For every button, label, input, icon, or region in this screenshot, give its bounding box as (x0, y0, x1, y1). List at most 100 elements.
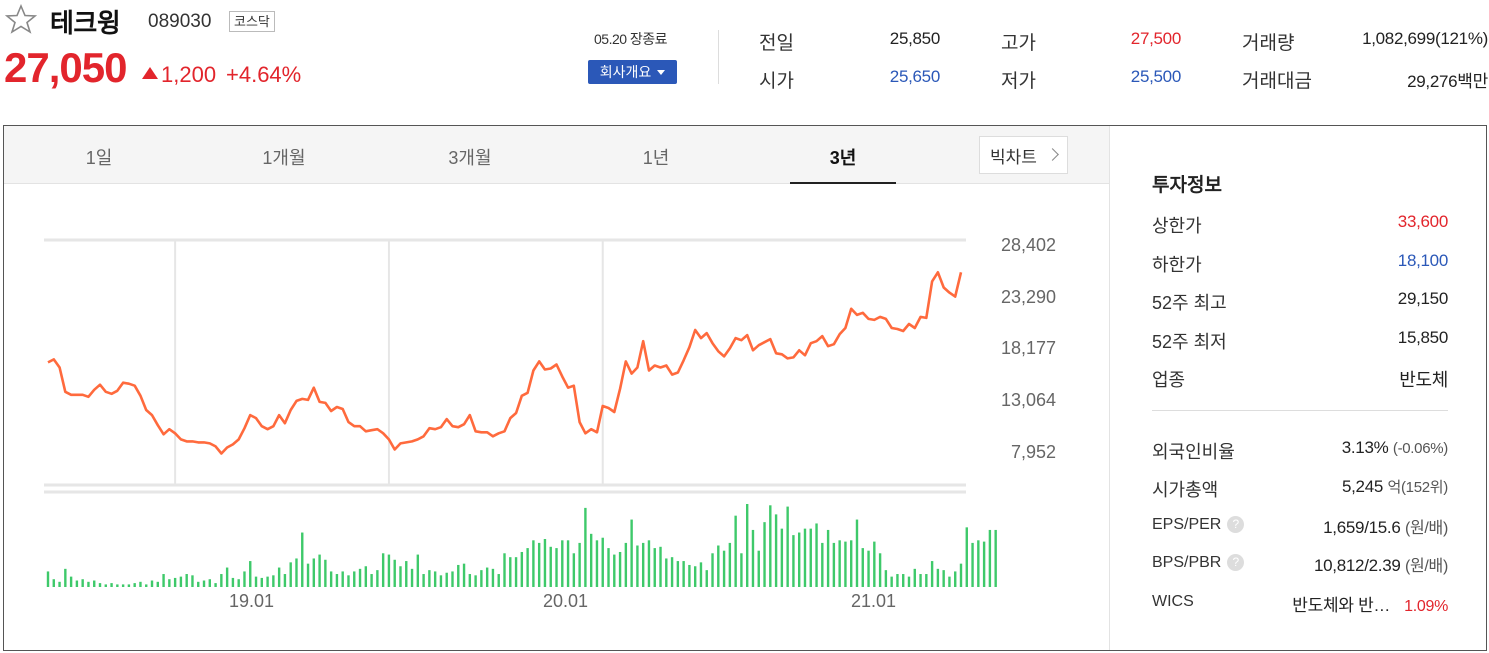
market-cap-unit: 억(152위) (1387, 479, 1448, 496)
current-price: 27,050 (4, 44, 127, 91)
volume-bar (751, 529, 755, 587)
volume-bar (110, 583, 113, 587)
volume-bar (485, 567, 489, 587)
volume-bar (728, 542, 732, 587)
volume-bar (133, 583, 136, 587)
volume-bar (774, 514, 778, 587)
foreign-ratio-change: (-0.06%) (1392, 440, 1448, 457)
wics-value[interactable]: 반도체와 반… (1292, 596, 1391, 615)
volume-bar (197, 581, 200, 587)
volume-bar (376, 570, 379, 587)
volume-bar (277, 567, 281, 587)
volume-bar (81, 579, 84, 587)
low-label: 저가 (1001, 71, 1036, 92)
volume-bar (850, 540, 853, 587)
company-overview-label: 회사개요 (599, 64, 652, 80)
price-chart-svg (44, 238, 997, 587)
lower-limit-label: 하한가 (1152, 255, 1202, 275)
volume-bar (480, 570, 483, 587)
sector-value[interactable]: 반도체 (1399, 370, 1448, 390)
volume-bar (445, 572, 448, 587)
tab-1year[interactable]: 1년 (642, 148, 670, 168)
volume-bar (422, 574, 425, 587)
volume-bar (803, 528, 807, 587)
volume-bar (462, 563, 466, 587)
market-cap-label: 시가총액 (1152, 480, 1219, 500)
sector-label: 업종 (1152, 370, 1186, 390)
volume-bar (618, 551, 622, 587)
sector-row: 업종 반도체 (1152, 366, 1448, 396)
volume-bar (890, 576, 893, 587)
volume-bar (613, 554, 616, 587)
open-value: 25,650 (889, 67, 941, 86)
eps-per-row: EPS/PER? 1,659/15.6 (원/배) (1152, 514, 1448, 544)
wics-pct: 1.09% (1404, 598, 1448, 615)
volume-bar (428, 570, 431, 587)
eps-per-value: 1,659/15.6 (1323, 518, 1401, 537)
volume-bar (994, 529, 997, 587)
company-overview-button[interactable]: 회사개요 (588, 60, 677, 84)
panel-divider (1109, 126, 1110, 650)
investment-info-title: 투자정보 (1152, 175, 1222, 196)
volume-bar (578, 542, 581, 587)
volume-bar (497, 574, 500, 587)
volume-bar (537, 542, 541, 587)
volume-bar (826, 529, 830, 587)
volume-bar (358, 568, 362, 587)
volume-bar (283, 574, 287, 587)
big-chart-button[interactable]: 빅차트 (979, 136, 1068, 174)
volume-bar (116, 584, 119, 587)
favorite-star-icon[interactable] (4, 4, 38, 34)
volume-bar (104, 584, 107, 587)
volume-bar (688, 564, 691, 587)
volume-bar (641, 542, 645, 587)
volume-bar (844, 541, 847, 587)
bps-pbr-unit: (원/배) (1404, 558, 1448, 575)
period-tabs: 1일 1개월 3개월 1년 3년 빅차트 (4, 126, 1109, 184)
low-value: 25,500 (1130, 67, 1182, 86)
trade-amount-value: 29,276백만 (1407, 72, 1488, 91)
volume-bar (46, 571, 50, 587)
market-cap-row: 시가총액 5,245 억(152위) (1152, 476, 1448, 506)
volume-bar (636, 545, 639, 587)
volume-bar (959, 563, 963, 587)
tab-1day[interactable]: 1일 (85, 148, 113, 168)
volume-bar (722, 550, 726, 587)
volume-bar (191, 575, 194, 587)
volume-bar (208, 579, 211, 587)
bps-pbr-label: BPS/PBR (1152, 554, 1222, 571)
y-tick: 13,064 (1000, 390, 1056, 410)
eps-per-label: EPS/PER (1152, 516, 1222, 533)
volume-bar (653, 548, 656, 587)
volume-bar (347, 575, 350, 587)
help-question-icon[interactable]: ? (1227, 516, 1245, 533)
volume-bar (913, 568, 916, 587)
volume-bar (867, 550, 870, 587)
volume-bar (526, 548, 529, 587)
volume-bar (936, 568, 940, 587)
volume-bar (665, 558, 668, 587)
volume-bar (902, 574, 905, 587)
volume-bar (301, 532, 304, 587)
volume-bar (878, 553, 882, 587)
volume-bar (682, 561, 685, 587)
volume-label: 거래량 (1242, 33, 1295, 54)
upper-limit-label: 상한가 (1152, 216, 1202, 236)
volume-bar (763, 522, 766, 587)
volume-bar (873, 541, 876, 587)
volume-bar (543, 539, 547, 587)
volume-bar (792, 535, 795, 587)
volume-bar (659, 546, 662, 587)
chevron-right-icon (1046, 148, 1059, 161)
volume-bar (566, 540, 570, 587)
volume-bar (139, 581, 142, 587)
active-tab-underline (790, 182, 896, 184)
tab-3month[interactable]: 3개월 (448, 148, 492, 168)
tab-3year[interactable]: 3년 (829, 148, 857, 168)
volume-bar (607, 548, 610, 587)
lower-limit-value: 18,100 (1397, 251, 1449, 270)
help-question-icon[interactable]: ? (1227, 554, 1245, 571)
volume-bar (798, 532, 801, 587)
tab-1month[interactable]: 1개월 (262, 148, 306, 168)
big-chart-label: 빅차트 (990, 147, 1037, 167)
